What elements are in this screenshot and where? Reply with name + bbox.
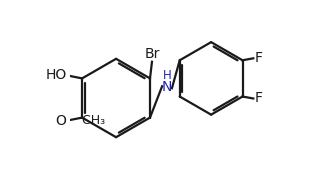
- Text: H: H: [163, 69, 171, 82]
- Text: CH₃: CH₃: [67, 114, 106, 127]
- Text: F: F: [254, 92, 262, 105]
- Text: O: O: [55, 113, 67, 128]
- Text: HO: HO: [45, 68, 67, 83]
- Text: N: N: [162, 80, 172, 94]
- Text: Br: Br: [144, 47, 160, 61]
- Text: F: F: [254, 51, 262, 65]
